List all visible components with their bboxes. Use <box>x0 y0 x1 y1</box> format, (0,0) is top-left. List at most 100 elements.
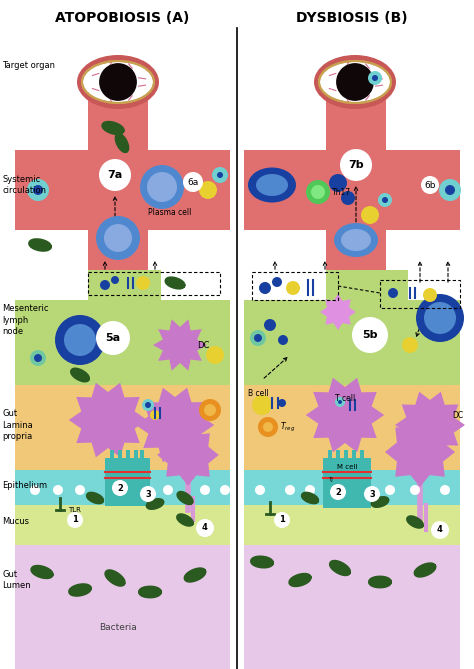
Circle shape <box>335 397 345 407</box>
Text: B cell: B cell <box>247 389 268 397</box>
Circle shape <box>147 172 177 202</box>
Circle shape <box>306 180 330 204</box>
Polygon shape <box>140 588 160 596</box>
Circle shape <box>27 179 49 201</box>
Polygon shape <box>73 370 88 380</box>
Bar <box>244 270 460 385</box>
Polygon shape <box>416 565 434 575</box>
Polygon shape <box>88 494 102 502</box>
Circle shape <box>258 417 278 437</box>
Circle shape <box>340 149 372 181</box>
Circle shape <box>30 350 46 366</box>
Circle shape <box>140 486 156 502</box>
Circle shape <box>272 277 282 287</box>
Circle shape <box>53 485 63 495</box>
Circle shape <box>440 485 450 495</box>
Text: Mucus: Mucus <box>2 518 29 527</box>
Circle shape <box>361 206 379 224</box>
Text: $T_{reg}$: $T_{reg}$ <box>280 420 295 434</box>
Circle shape <box>199 181 217 199</box>
Circle shape <box>33 185 43 195</box>
Text: ATOPOBIOSIS (A): ATOPOBIOSIS (A) <box>55 11 189 25</box>
Circle shape <box>424 302 456 334</box>
Circle shape <box>263 422 273 432</box>
Bar <box>326 100 386 285</box>
Polygon shape <box>385 417 455 487</box>
Bar <box>126 450 130 462</box>
Polygon shape <box>148 500 162 508</box>
Circle shape <box>431 521 449 539</box>
Circle shape <box>212 167 228 183</box>
Polygon shape <box>370 578 390 586</box>
Circle shape <box>278 399 286 407</box>
Circle shape <box>67 512 83 528</box>
Polygon shape <box>136 388 214 462</box>
Bar <box>140 450 144 462</box>
Circle shape <box>382 197 388 203</box>
Text: DYSBIOSIS (B): DYSBIOSIS (B) <box>296 11 408 25</box>
Polygon shape <box>107 571 123 584</box>
Bar <box>323 458 371 508</box>
Bar <box>244 385 460 473</box>
Circle shape <box>286 281 300 295</box>
Bar <box>105 458 150 506</box>
Circle shape <box>368 71 382 85</box>
Circle shape <box>254 334 262 342</box>
Text: 7b: 7b <box>348 160 364 170</box>
Bar <box>161 270 230 300</box>
Text: Plasma cell: Plasma cell <box>148 207 191 217</box>
Ellipse shape <box>77 55 159 109</box>
Polygon shape <box>303 494 317 502</box>
Text: 4: 4 <box>437 526 443 535</box>
Bar <box>244 270 326 300</box>
Circle shape <box>145 402 151 408</box>
Circle shape <box>199 399 221 421</box>
Circle shape <box>100 280 110 290</box>
Polygon shape <box>244 505 460 520</box>
Polygon shape <box>69 383 147 458</box>
Text: 2: 2 <box>117 484 123 492</box>
Circle shape <box>278 335 288 345</box>
Circle shape <box>34 354 42 362</box>
Circle shape <box>99 159 131 191</box>
Polygon shape <box>153 319 207 371</box>
Circle shape <box>439 179 461 201</box>
Text: Epithelium: Epithelium <box>2 480 47 490</box>
Circle shape <box>200 485 210 495</box>
Circle shape <box>140 165 184 209</box>
Circle shape <box>196 519 214 537</box>
Polygon shape <box>167 279 183 287</box>
Text: 5b: 5b <box>362 330 378 340</box>
Circle shape <box>259 282 271 294</box>
Circle shape <box>150 410 160 420</box>
Circle shape <box>311 185 325 199</box>
Circle shape <box>136 276 150 290</box>
Circle shape <box>163 485 173 495</box>
Bar <box>118 450 122 462</box>
Bar <box>344 450 348 462</box>
Circle shape <box>264 319 276 331</box>
Polygon shape <box>157 424 219 486</box>
Circle shape <box>372 75 378 81</box>
Text: M cell: M cell <box>337 464 357 470</box>
Bar <box>110 450 114 462</box>
Circle shape <box>305 485 315 495</box>
Text: 3: 3 <box>145 490 151 498</box>
Ellipse shape <box>334 223 378 257</box>
Text: Th17: Th17 <box>332 187 351 197</box>
Text: Bacteria: Bacteria <box>99 624 137 632</box>
Circle shape <box>329 174 347 192</box>
Circle shape <box>338 400 342 404</box>
Circle shape <box>330 484 346 500</box>
Bar <box>244 470 460 505</box>
Bar <box>15 270 88 300</box>
Circle shape <box>96 321 130 355</box>
Text: 1: 1 <box>72 516 78 524</box>
Polygon shape <box>291 575 309 585</box>
Circle shape <box>445 185 455 195</box>
Polygon shape <box>117 135 127 151</box>
Circle shape <box>364 486 380 502</box>
Polygon shape <box>331 562 349 574</box>
Circle shape <box>352 317 388 353</box>
Circle shape <box>421 176 439 194</box>
